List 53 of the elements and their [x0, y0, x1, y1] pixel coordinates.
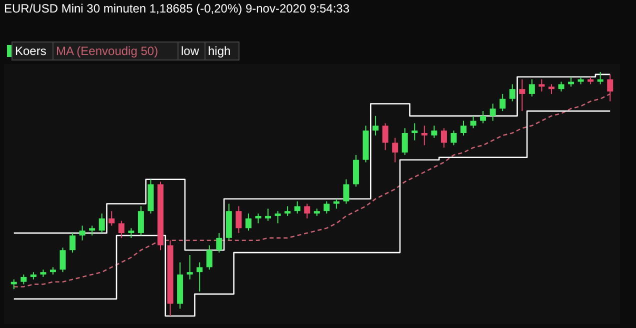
- candlestick: [138, 206, 144, 236]
- candlestick: [480, 110, 486, 124]
- candlestick: [10, 278, 17, 290]
- candlestick: [607, 74, 614, 102]
- candlestick: [528, 78, 535, 97]
- candlestick: [500, 93, 506, 112]
- candlestick: [79, 225, 86, 241]
- candlestick: [196, 262, 203, 292]
- candlestick: [372, 115, 379, 136]
- text: MA (Eenvoudig 50): [56, 44, 158, 58]
- candlestick: [108, 210, 115, 226]
- candlestick: [284, 206, 291, 216]
- candlestick: [509, 84, 516, 102]
- candlestick: [402, 128, 408, 156]
- candlestick: [558, 81, 564, 92]
- legend-label: Koers: [15, 44, 46, 58]
- candlestick: [128, 228, 134, 238]
- candlestick: [70, 232, 76, 254]
- candlestick: [440, 128, 447, 148]
- candlestick: [597, 72, 604, 85]
- candlestick: [265, 208, 272, 222]
- candlestick: [421, 125, 428, 146]
- candlestick: [89, 225, 96, 236]
- candlestick: [274, 210, 281, 224]
- chart-title: EUR/USD Mini 30 minuten 1,18685 (-0,20%) 9-nov-2020 9:54:33: [4, 2, 350, 16]
- candlestick: [519, 78, 526, 112]
- text: low: [181, 44, 200, 58]
- candlestick: [548, 84, 554, 94]
- candlestick: [245, 213, 252, 232]
- candlestick: [20, 274, 27, 285]
- candlestick: [392, 137, 398, 163]
- candlestick: [412, 122, 418, 141]
- candlestick: [98, 213, 105, 234]
- candlestick: [431, 125, 438, 138]
- candlestick: [450, 130, 457, 146]
- candlestick: [255, 213, 262, 224]
- candlestick: [538, 78, 545, 92]
- candlestick: [216, 232, 222, 254]
- candlestick: [382, 122, 388, 151]
- candlestick: [460, 120, 466, 136]
- candlestick: [304, 203, 310, 219]
- text: high: [208, 44, 231, 58]
- candlestick: [294, 200, 300, 214]
- candlestick: [60, 247, 66, 273]
- candlestick: [206, 244, 212, 270]
- candlestick: [118, 220, 124, 238]
- candlestick: [333, 198, 340, 210]
- candlestick: [343, 178, 350, 204]
- candlestick: [324, 200, 330, 214]
- candlestick: [470, 115, 476, 129]
- candlestick: [186, 254, 193, 280]
- candlestick: [236, 206, 242, 234]
- candlestick: [490, 103, 496, 122]
